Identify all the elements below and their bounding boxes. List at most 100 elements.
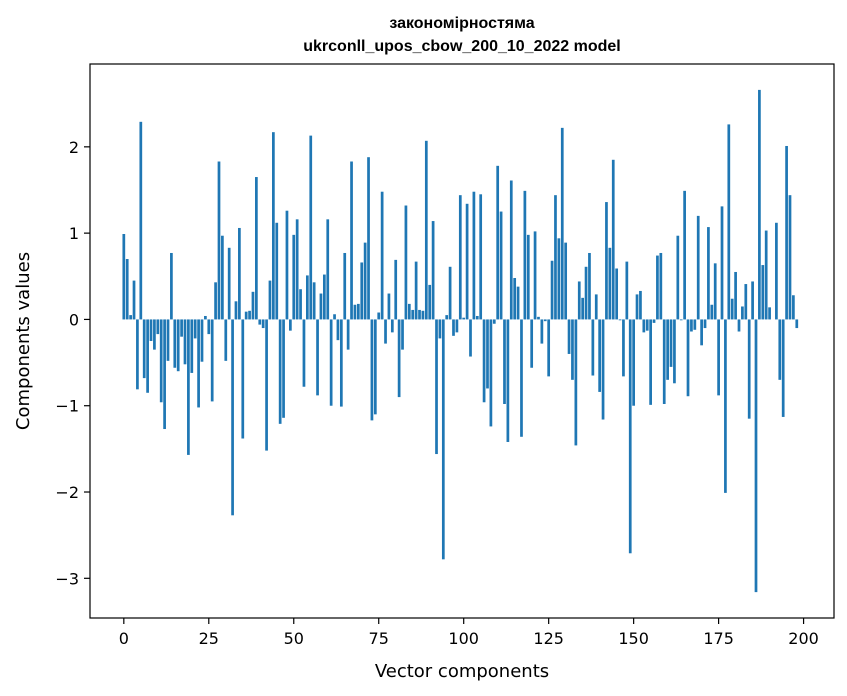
chart-subtitle: ukrconll_upos_cbow_200_10_2022 model xyxy=(303,38,620,55)
bar xyxy=(744,284,748,320)
bar xyxy=(292,234,296,320)
bar xyxy=(632,319,635,406)
bar xyxy=(775,222,778,320)
bar xyxy=(778,319,782,380)
bar xyxy=(635,294,639,320)
bar xyxy=(350,161,353,320)
chart-title: закономірностяма xyxy=(389,15,534,32)
bar xyxy=(683,190,686,320)
bar xyxy=(210,319,214,402)
bar xyxy=(353,304,357,320)
bar xyxy=(163,319,166,430)
x-tick-label: 175 xyxy=(703,629,734,648)
bar xyxy=(724,319,727,493)
bar xyxy=(401,319,404,350)
bar xyxy=(509,180,513,320)
bar xyxy=(149,319,153,341)
bar xyxy=(503,319,506,404)
bar xyxy=(608,247,612,320)
bar xyxy=(255,177,258,320)
bar xyxy=(737,319,741,332)
y-tick-label: 1 xyxy=(69,224,79,243)
bar xyxy=(730,298,734,320)
bar xyxy=(656,255,659,320)
bar xyxy=(530,319,534,368)
bar xyxy=(428,284,432,320)
bar xyxy=(645,319,649,331)
bar xyxy=(707,227,710,320)
bar xyxy=(669,319,673,367)
bar xyxy=(618,319,622,321)
bar xyxy=(560,127,564,320)
bar xyxy=(659,252,663,320)
bar xyxy=(227,247,231,320)
bar xyxy=(594,294,598,320)
bar xyxy=(326,219,330,320)
bar xyxy=(312,282,316,320)
y-tick-label: 0 xyxy=(69,310,79,329)
bar xyxy=(601,319,605,420)
bar xyxy=(516,286,520,320)
bar xyxy=(431,221,435,320)
bar xyxy=(435,319,438,455)
bar xyxy=(251,291,255,320)
bar xyxy=(537,316,540,320)
bar xyxy=(183,319,187,365)
bar xyxy=(489,319,493,427)
bar xyxy=(696,215,700,320)
bar xyxy=(373,319,377,415)
bar xyxy=(397,319,401,398)
bar xyxy=(176,319,180,372)
bar xyxy=(421,310,425,320)
bar xyxy=(156,319,160,335)
bar xyxy=(622,319,625,377)
bar xyxy=(550,260,554,320)
bar xyxy=(329,319,333,406)
bar xyxy=(625,261,629,320)
bar xyxy=(346,319,350,350)
y-tick-label: −2 xyxy=(55,483,79,502)
bar xyxy=(693,319,697,330)
bar xyxy=(136,319,139,390)
bar xyxy=(363,242,367,320)
bar xyxy=(492,319,496,324)
bar xyxy=(234,301,238,320)
bar xyxy=(523,190,527,320)
bar xyxy=(547,319,551,377)
bar xyxy=(574,319,578,446)
y-tick-label: −1 xyxy=(55,397,79,416)
bar xyxy=(387,293,391,320)
bar xyxy=(513,278,517,320)
bar xyxy=(642,319,646,333)
bar xyxy=(197,319,200,408)
bar xyxy=(411,309,415,320)
bar xyxy=(282,319,285,418)
bar xyxy=(424,140,428,320)
bar xyxy=(788,195,792,320)
bar xyxy=(407,303,411,320)
bar xyxy=(581,297,585,320)
bar xyxy=(139,121,143,320)
bar xyxy=(486,319,489,389)
x-tick-label: 25 xyxy=(199,629,219,648)
bar xyxy=(713,263,717,320)
bar xyxy=(132,280,136,320)
bar xyxy=(129,315,132,320)
bar xyxy=(666,319,669,380)
bar xyxy=(506,319,510,442)
bar xyxy=(200,319,204,362)
bars-group xyxy=(122,89,799,593)
bar xyxy=(605,202,608,320)
bar xyxy=(438,319,442,339)
bar xyxy=(360,262,364,320)
bar xyxy=(370,319,374,421)
bar xyxy=(649,319,652,405)
bar xyxy=(475,315,479,320)
x-tick-label: 75 xyxy=(369,629,389,648)
bar xyxy=(316,319,319,396)
bar xyxy=(302,319,306,387)
bar xyxy=(441,319,445,560)
bar xyxy=(792,295,795,320)
bar xyxy=(686,319,690,397)
